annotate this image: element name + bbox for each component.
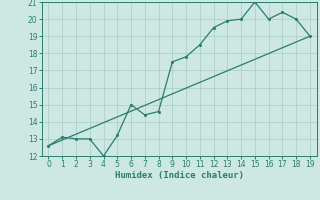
X-axis label: Humidex (Indice chaleur): Humidex (Indice chaleur) xyxy=(115,171,244,180)
